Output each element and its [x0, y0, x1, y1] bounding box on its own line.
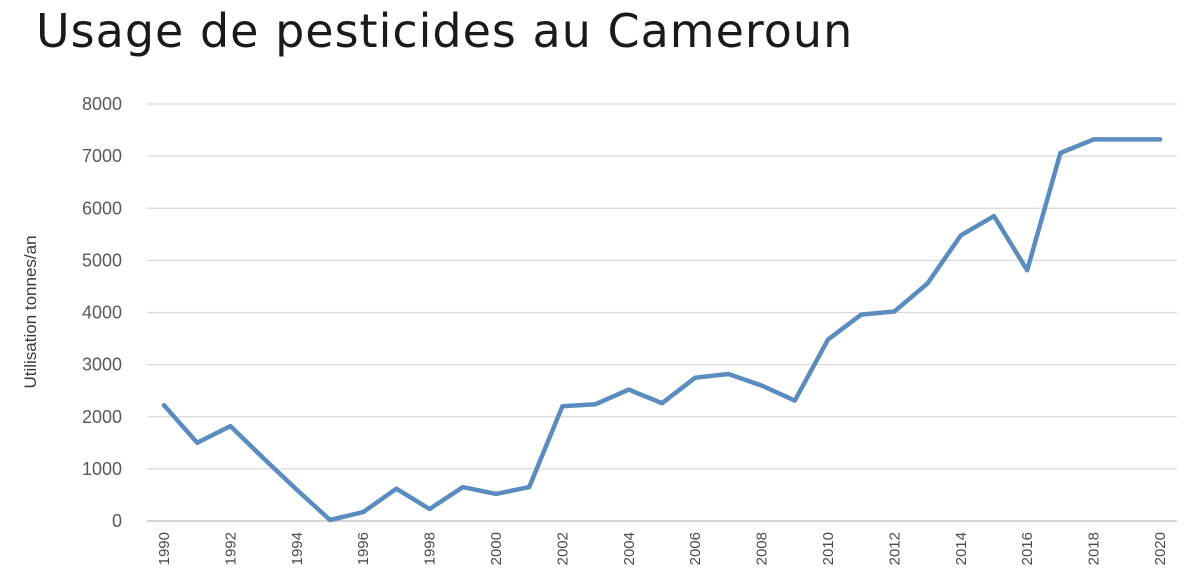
- x-tick-label: 2002: [554, 532, 571, 565]
- data-point: [1025, 268, 1030, 273]
- x-tick-label: 2004: [621, 532, 638, 565]
- data-point: [527, 485, 532, 490]
- data-point: [726, 372, 731, 377]
- x-tick-label: 2000: [488, 532, 505, 565]
- x-tick-label: 1990: [156, 532, 173, 565]
- data-point: [427, 507, 432, 512]
- data-point: [859, 312, 864, 317]
- y-tick-label: 4000: [82, 303, 122, 323]
- y-tick-label: 5000: [82, 250, 122, 270]
- data-point: [394, 486, 399, 491]
- data-point: [1158, 137, 1162, 142]
- x-tick-label: 1998: [422, 532, 439, 565]
- y-tick-label: 1000: [82, 459, 122, 479]
- y-tick-label: 8000: [82, 94, 122, 114]
- x-axis-ticks: 1990 1992 1994 1996 1998 2000 2002 2004 2006 2008…: [156, 532, 1169, 565]
- data-point: [925, 281, 930, 286]
- data-point: [660, 401, 664, 406]
- data-point: [826, 337, 830, 342]
- y-tick-label: 2000: [82, 407, 122, 427]
- data-point: [361, 510, 366, 515]
- x-tick-label: 2020: [1152, 532, 1169, 565]
- y-axis-ticks: 0 1000 2000 3000 4000 5000 6000 7000 8000: [82, 94, 122, 531]
- data-point: [892, 309, 897, 314]
- y-tick-label: 6000: [82, 198, 122, 218]
- x-tick-label: 2006: [687, 532, 704, 565]
- x-tick-label: 2016: [1019, 532, 1036, 565]
- data-point: [593, 402, 598, 407]
- data-point: [992, 214, 996, 219]
- chart-title: Usage de pesticides au Cameroun: [36, 4, 854, 58]
- data-point: [759, 383, 764, 388]
- y-tick-label: 7000: [82, 146, 122, 166]
- data-point: [162, 403, 166, 408]
- data-point: [494, 491, 498, 496]
- gridlines: [147, 103, 1177, 522]
- x-tick-label: 2008: [754, 532, 771, 565]
- data-point: [958, 233, 963, 238]
- data-point: [1124, 137, 1129, 142]
- data-point: [460, 485, 465, 490]
- series-line: [161, 137, 1163, 523]
- data-point: [261, 456, 266, 461]
- x-tick-label: 1992: [222, 532, 239, 565]
- data-point: [560, 404, 565, 409]
- data-point: [195, 440, 200, 445]
- data-point: [1091, 137, 1096, 142]
- x-tick-label: 2018: [1086, 532, 1103, 565]
- x-tick-label: 2012: [886, 532, 903, 565]
- data-point: [1058, 150, 1063, 155]
- data-point: [626, 387, 631, 392]
- x-tick-label: 2014: [953, 532, 970, 565]
- data-point: [792, 398, 797, 403]
- x-tick-label: 1994: [289, 532, 306, 565]
- data-point: [693, 375, 698, 380]
- series-layer: [161, 137, 1163, 523]
- y-tick-label: 0: [112, 511, 122, 531]
- x-tick-label: 2010: [820, 532, 837, 565]
- data-point: [228, 424, 233, 429]
- data-point: [294, 487, 299, 492]
- y-axis-label: Utilisation tonnes/an: [21, 235, 40, 388]
- x-tick-label: 1996: [355, 532, 372, 565]
- y-tick-label: 3000: [82, 355, 122, 375]
- data-point: [328, 517, 332, 522]
